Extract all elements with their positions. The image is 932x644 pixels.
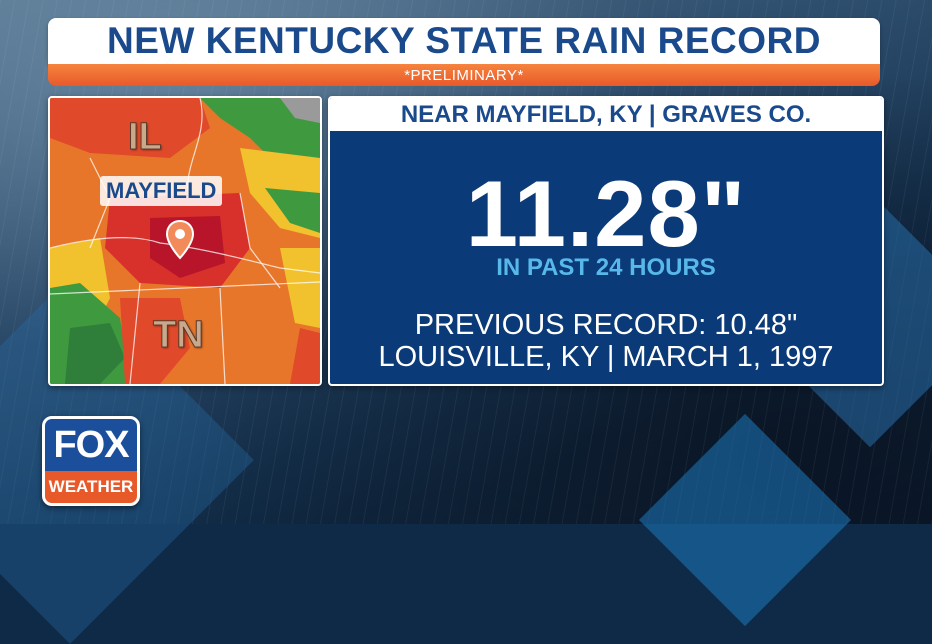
subtitle-text: *PRELIMINARY* (404, 66, 524, 84)
logo-top: FOX (45, 419, 137, 471)
logo-text-fox: FOX (53, 423, 129, 466)
subtitle-banner: *PRELIMINARY* (48, 64, 880, 86)
record-panel: NEAR MAYFIELD, KY | GRAVES CO. 11.28" IN… (328, 96, 884, 386)
previous-record-detail: LOUISVILLE, KY | MARCH 1, 1997 (378, 341, 834, 373)
location-text: NEAR MAYFIELD, KY | GRAVES CO. (400, 100, 812, 128)
logo-bottom: WEATHER (45, 471, 137, 503)
rainfall-period: IN PAST 24 HOURS (496, 254, 716, 281)
fox-weather-logo: FOX WEATHER (42, 416, 140, 506)
map-state-label-tn: TN (153, 314, 205, 357)
location-pin-icon (166, 220, 194, 260)
title-banner: NEW KENTUCKY STATE RAIN RECORD (48, 18, 880, 64)
map-city-label: MAYFIELD (100, 176, 223, 206)
page-title: NEW KENTUCKY STATE RAIN RECORD (107, 20, 821, 61)
previous-record-label: PREVIOUS RECORD: 10.48" (414, 309, 798, 341)
rainfall-total: 11.28" (465, 161, 747, 266)
rainfall-map-graphic (50, 98, 320, 384)
location-banner: NEAR MAYFIELD, KY | GRAVES CO. (330, 98, 882, 131)
logo-text-weather: WEATHER (48, 477, 134, 496)
map-state-label-il: IL (128, 116, 163, 159)
rainfall-map: IL TN MAYFIELD (48, 96, 322, 386)
